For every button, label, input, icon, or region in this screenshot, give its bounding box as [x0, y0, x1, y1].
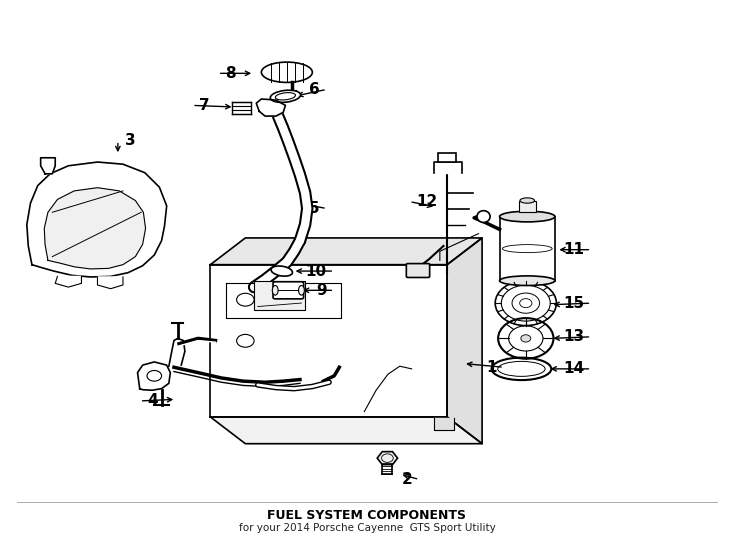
Polygon shape	[44, 188, 145, 269]
FancyBboxPatch shape	[407, 264, 429, 278]
Ellipse shape	[500, 276, 555, 286]
Polygon shape	[55, 276, 81, 287]
Polygon shape	[256, 99, 286, 116]
Text: FUEL SYSTEM COMPONENTS: FUEL SYSTEM COMPONENTS	[267, 509, 467, 522]
Text: 12: 12	[416, 194, 437, 209]
Ellipse shape	[261, 62, 313, 83]
Ellipse shape	[520, 198, 534, 203]
Text: 9: 9	[316, 283, 327, 298]
Ellipse shape	[271, 266, 292, 276]
Text: 11: 11	[563, 242, 584, 257]
FancyBboxPatch shape	[254, 281, 305, 310]
Polygon shape	[447, 238, 482, 444]
Polygon shape	[137, 362, 170, 390]
Polygon shape	[40, 158, 55, 174]
Text: 5: 5	[309, 201, 319, 216]
Ellipse shape	[477, 211, 490, 222]
Ellipse shape	[272, 286, 278, 295]
FancyBboxPatch shape	[273, 282, 304, 299]
Text: 2: 2	[401, 472, 413, 487]
Circle shape	[521, 335, 531, 342]
Text: 6: 6	[309, 82, 319, 97]
Text: 8: 8	[225, 66, 236, 81]
Text: 14: 14	[563, 361, 584, 376]
Text: 3: 3	[126, 133, 136, 148]
Polygon shape	[434, 417, 454, 430]
Ellipse shape	[500, 211, 555, 222]
FancyBboxPatch shape	[518, 200, 536, 212]
Ellipse shape	[270, 90, 300, 103]
FancyBboxPatch shape	[438, 153, 456, 162]
Text: 15: 15	[563, 295, 584, 310]
Text: 7: 7	[200, 98, 210, 113]
Polygon shape	[211, 417, 482, 444]
Text: 4: 4	[147, 394, 158, 408]
Text: 10: 10	[306, 264, 327, 279]
Ellipse shape	[275, 93, 296, 100]
Text: 13: 13	[563, 329, 584, 345]
Polygon shape	[98, 277, 123, 289]
FancyBboxPatch shape	[500, 217, 555, 281]
Polygon shape	[27, 162, 167, 277]
Text: for your 2014 Porsche Cayenne  GTS Sport Utility: for your 2014 Porsche Cayenne GTS Sport …	[239, 523, 495, 532]
Polygon shape	[434, 162, 462, 173]
Polygon shape	[169, 339, 185, 366]
Polygon shape	[211, 238, 482, 265]
Text: 1: 1	[486, 360, 497, 375]
Ellipse shape	[299, 286, 305, 295]
Polygon shape	[211, 265, 447, 417]
